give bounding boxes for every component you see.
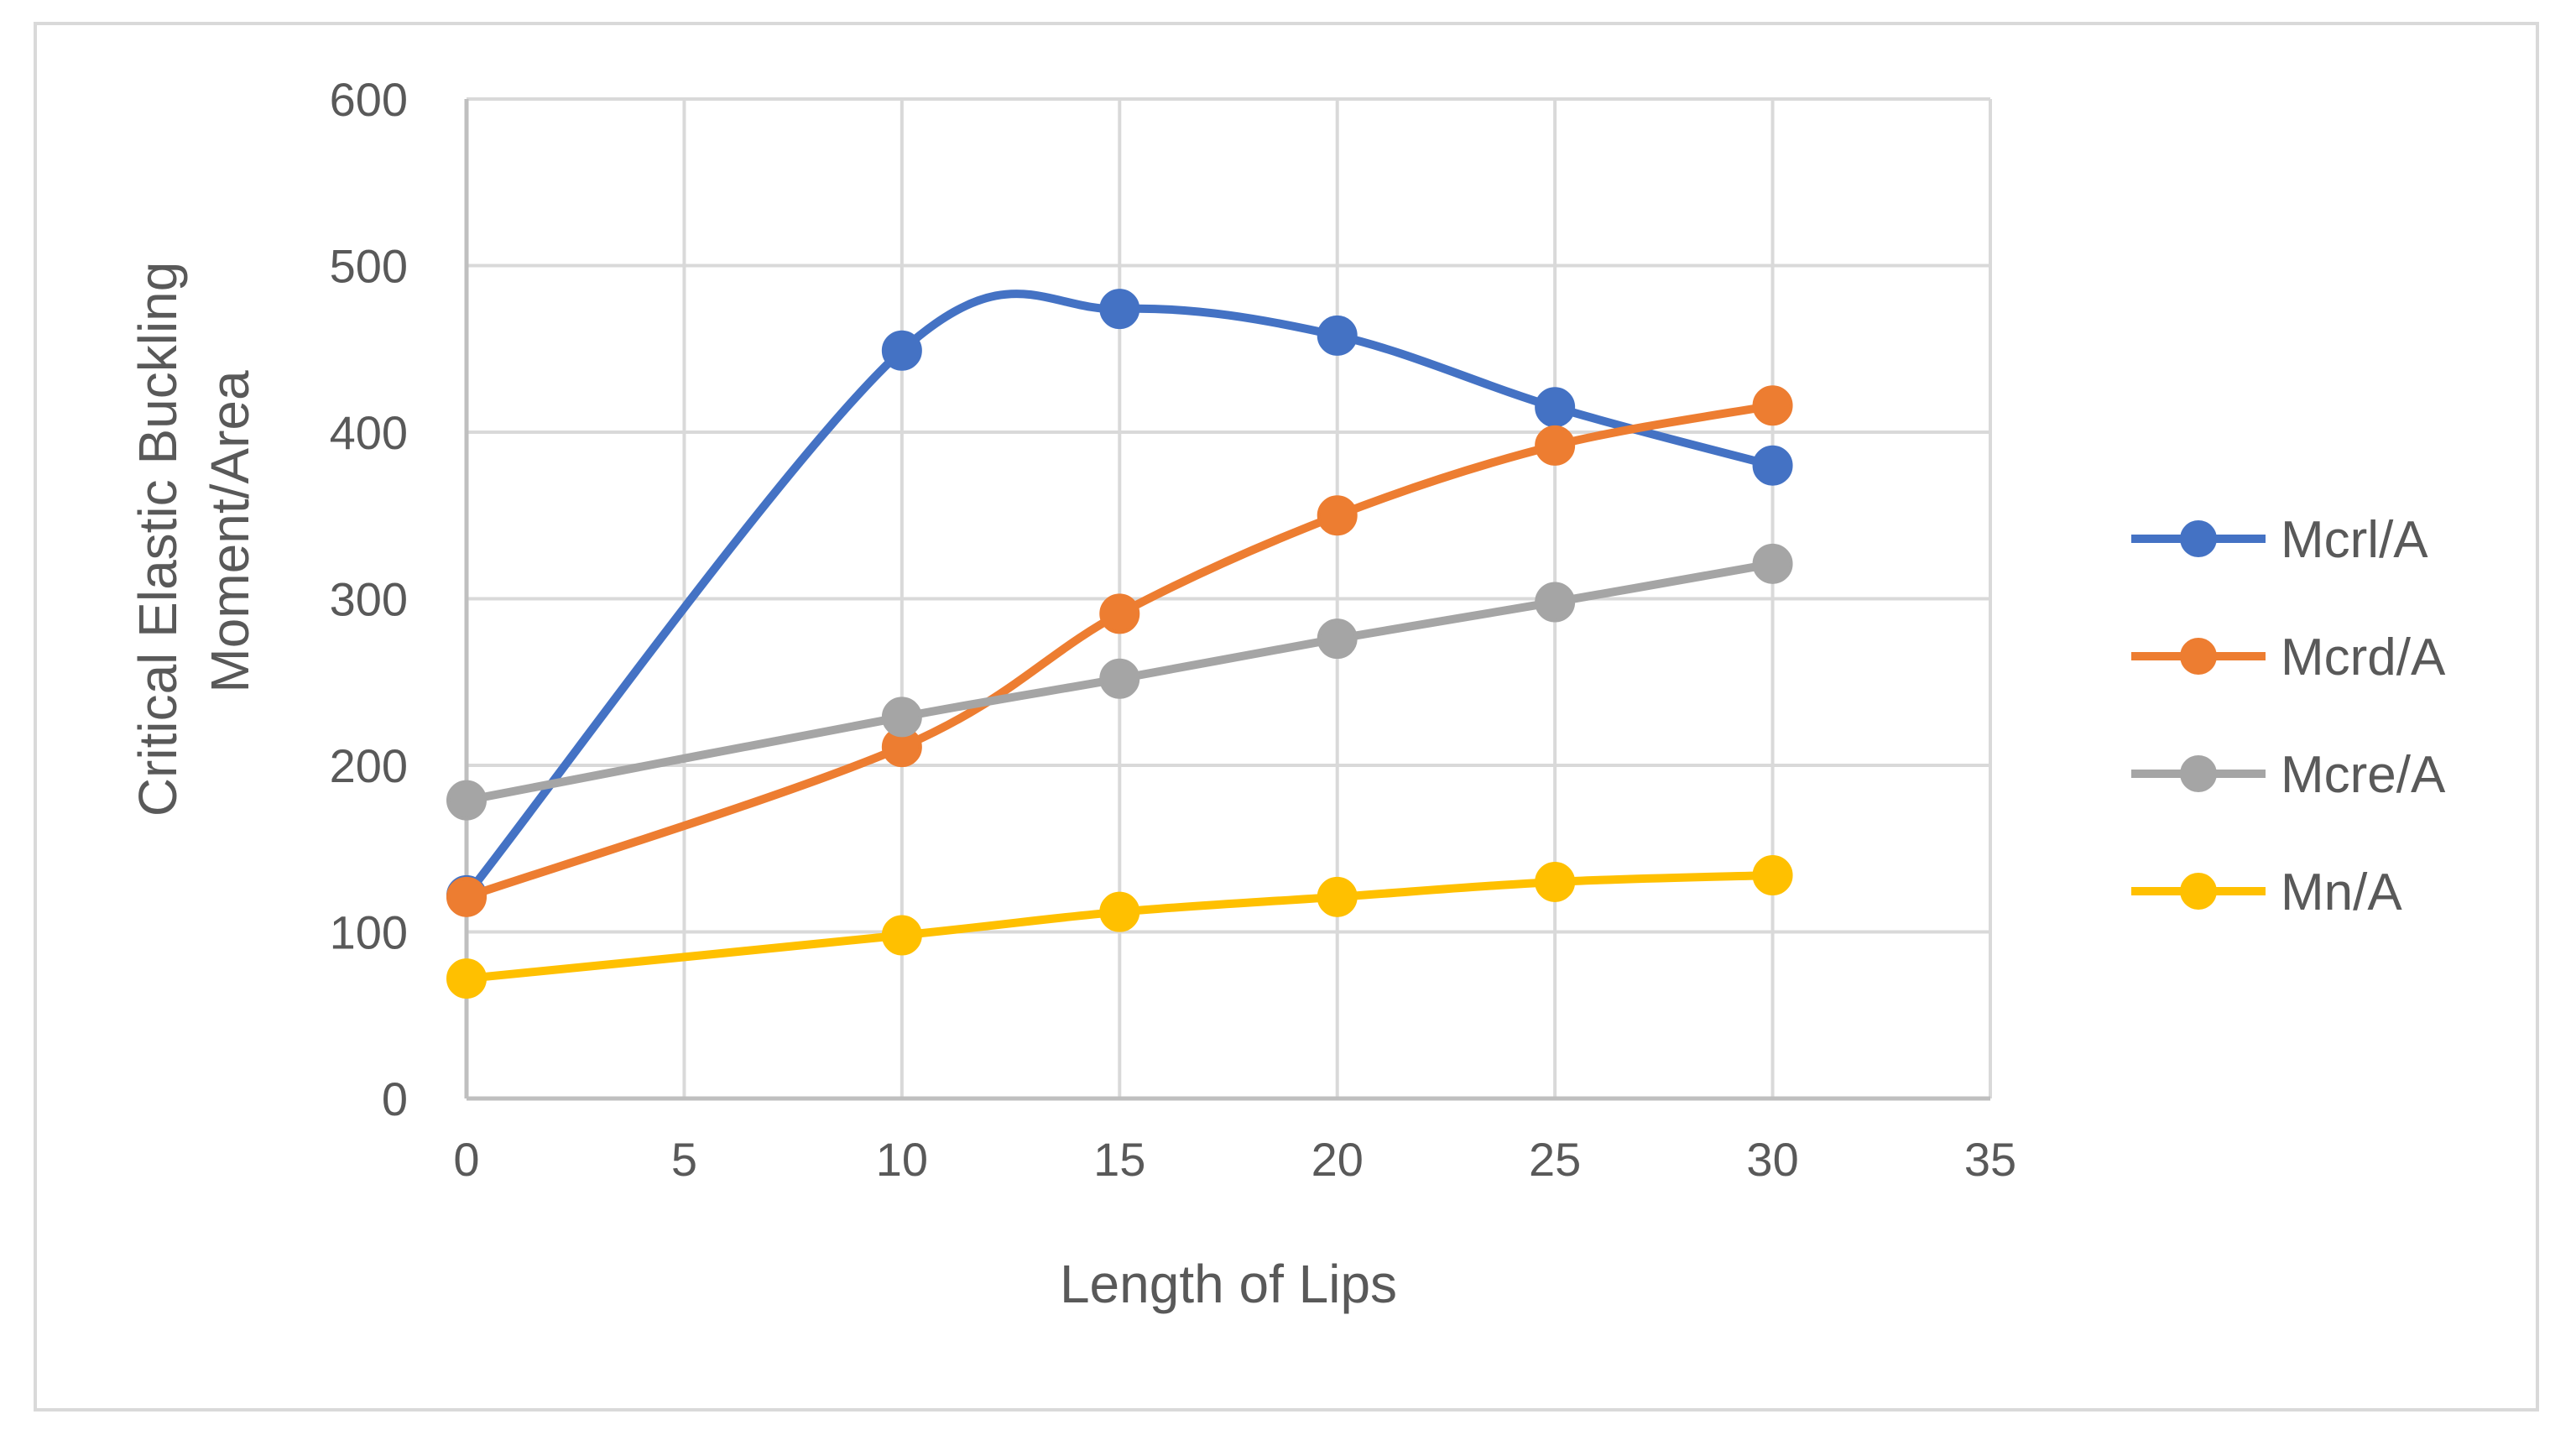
x-axis-title: Length of Lips	[1060, 1254, 1397, 1314]
series-lines	[446, 289, 1793, 999]
y-tick-label: 500	[330, 240, 408, 293]
data-point-mn-a	[1752, 855, 1793, 896]
data-point-mn-a	[1099, 891, 1140, 932]
data-point-mn-a	[1535, 861, 1576, 902]
legend-item-mcrl-a: Mcrl/A	[2131, 511, 2428, 569]
data-point-mcre-a	[881, 697, 922, 738]
legend: Mcrl/A Mcrd/A Mcre/A Mn/A	[2131, 511, 2446, 921]
y-tick-label: 200	[330, 739, 408, 792]
y-axis-title: Critical Elastic Buckling Moment/Area	[128, 247, 260, 817]
data-point-mcrd-a	[1752, 385, 1793, 426]
legend-item-mn-a: Mn/A	[2131, 864, 2402, 921]
gridlines	[467, 97, 1992, 1098]
data-point-mn-a	[1317, 876, 1358, 917]
x-tick-label: 10	[876, 1133, 928, 1186]
x-tick-label: 5	[671, 1133, 697, 1186]
y-tick-label: 600	[330, 73, 408, 126]
data-point-mcrl-a	[1535, 387, 1576, 428]
legend-marker	[2180, 755, 2217, 792]
x-tick-label: 25	[1529, 1133, 1581, 1186]
legend-item-mcrd-a: Mcrd/A	[2131, 629, 2446, 686]
data-point-mcrd-a	[1535, 425, 1576, 466]
legend-label: Mcre/A	[2281, 746, 2446, 804]
x-tick-label: 30	[1746, 1133, 1798, 1186]
chart-frame	[34, 22, 2539, 1412]
data-point-mcre-a	[1752, 543, 1793, 584]
y-axis-title-line-1: Critical Elastic Buckling	[128, 262, 188, 817]
x-tick-label: 35	[1964, 1133, 2016, 1186]
series-mn-a	[446, 855, 1793, 999]
data-point-mcrd-a	[1099, 593, 1140, 634]
data-point-mcrl-a	[1099, 289, 1140, 330]
legend-item-mcre-a: Mcre/A	[2131, 746, 2446, 804]
data-point-mcre-a	[1317, 618, 1358, 660]
data-point-mcre-a	[1535, 582, 1576, 623]
x-tick-label: 15	[1093, 1133, 1145, 1186]
axes	[464, 99, 1990, 1101]
legend-label: Mcrl/A	[2281, 511, 2428, 569]
y-tick-label: 100	[330, 906, 408, 959]
x-tick-label: 0	[453, 1133, 479, 1186]
data-point-mcrl-a	[881, 330, 922, 371]
data-point-mn-a	[446, 958, 487, 999]
data-point-mcrd-a	[446, 876, 487, 917]
x-tick-label: 20	[1311, 1133, 1364, 1186]
y-tick-label: 300	[330, 573, 408, 626]
data-point-mcrd-a	[1317, 495, 1358, 536]
data-point-mn-a	[881, 915, 922, 956]
data-point-mcre-a	[446, 780, 487, 821]
y-tick-label: 400	[330, 406, 408, 459]
data-point-mcre-a	[1099, 658, 1140, 699]
y-tick-label: 0	[382, 1072, 408, 1125]
legend-label: Mn/A	[2281, 864, 2402, 921]
legend-label: Mcrd/A	[2281, 629, 2446, 686]
data-point-mcrl-a	[1317, 315, 1358, 356]
legend-marker	[2180, 638, 2217, 675]
y-axis-title-line-2: Moment/Area	[200, 370, 260, 693]
data-point-mcrl-a	[1752, 445, 1793, 486]
legend-marker	[2180, 873, 2217, 910]
series-mcre-a	[446, 543, 1793, 821]
tick-labels: 0 5 10 15 20 25 30 35 0 100 200 300 400 500 600	[330, 73, 2017, 1186]
legend-marker	[2180, 520, 2217, 557]
